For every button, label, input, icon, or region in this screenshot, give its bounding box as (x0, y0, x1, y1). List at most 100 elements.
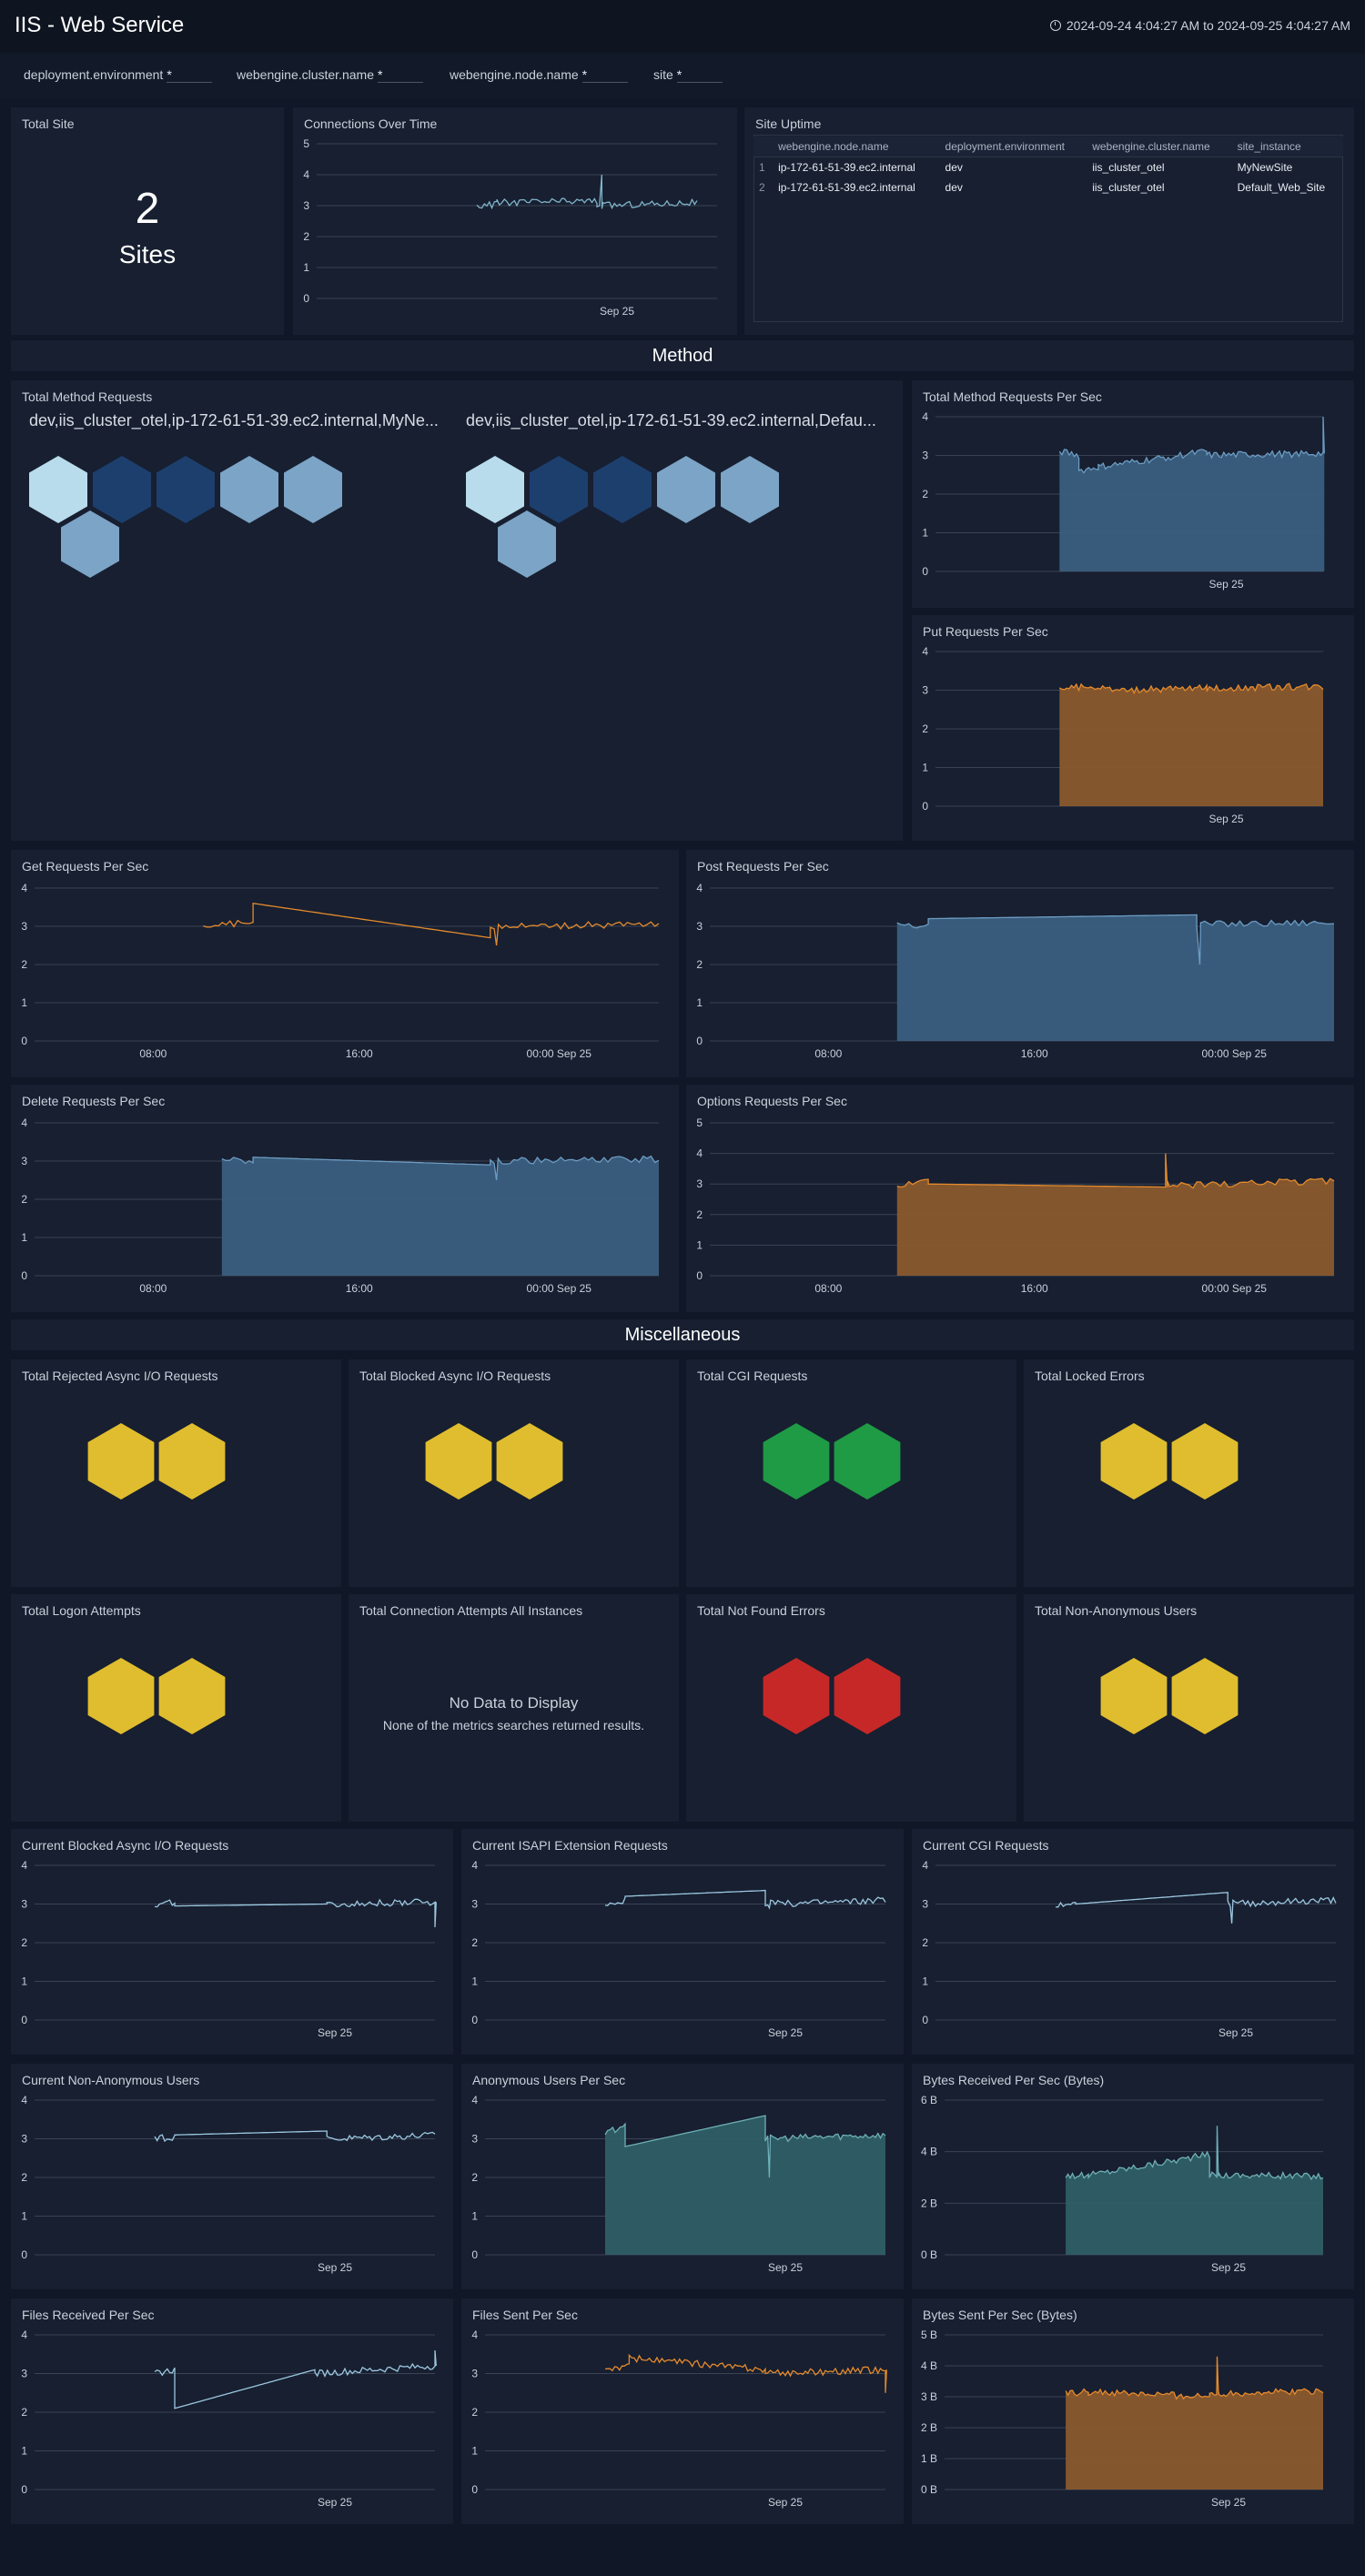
y-tick-label: 1 (21, 1231, 27, 1244)
series-line[interactable] (1059, 682, 1324, 695)
filter-site[interactable]: site * (653, 67, 723, 83)
table-row[interactable]: 2 ip-172-61-51-39.ec2.internal dev iis_c… (753, 177, 1343, 197)
filter-webengine-cluster-name[interactable]: webengine.cluster.name * (237, 67, 423, 83)
series-line[interactable] (1055, 1892, 1337, 1924)
column-header[interactable]: webengine.node.name (773, 136, 940, 157)
y-tick-label: 3 (21, 1155, 27, 1167)
y-tick-label: 0 (21, 2248, 27, 2261)
y-tick-label: 3 (21, 920, 27, 933)
honeycomb-cell[interactable] (157, 456, 215, 523)
column-header[interactable]: deployment.environment (939, 136, 1087, 157)
filter-value[interactable]: * (676, 67, 723, 83)
honeycomb-cell[interactable] (834, 1658, 901, 1734)
table-cell: ip-172-61-51-39.ec2.internal (778, 181, 915, 194)
honeycomb-cell[interactable] (763, 1423, 830, 1500)
series-line[interactable] (604, 1889, 886, 1910)
honeycomb-cell[interactable] (87, 1423, 155, 1500)
y-tick-label: 1 (21, 2210, 27, 2223)
honeycomb-cell[interactable] (657, 456, 715, 523)
panel-title: Total Connection Attempts All Instances (359, 1603, 583, 1618)
honeycomb-cell[interactable] (1171, 1658, 1239, 1734)
honeycomb-cell[interactable] (530, 456, 588, 523)
series-line[interactable] (1065, 2356, 1324, 2400)
method-honeycomb (29, 456, 779, 578)
series-area (1066, 2126, 1323, 2255)
y-tick-label: 3 (21, 2368, 27, 2380)
series-line[interactable] (1058, 416, 1325, 474)
series-line[interactable] (221, 1155, 660, 1181)
series-line[interactable] (896, 1153, 1335, 1189)
x-tick-label: Sep 25 (768, 2261, 803, 2274)
total-site-unit: Sites (118, 240, 177, 268)
time-range-picker[interactable]: 2024-09-24 4:04:27 AM to 2024-09-25 4:04… (1049, 18, 1350, 33)
honeycomb-cell[interactable] (61, 510, 119, 578)
series-line[interactable] (896, 914, 1335, 965)
honeycomb-cell[interactable] (220, 456, 278, 523)
honeycomb-cell[interactable] (158, 1658, 226, 1734)
honeycomb-cell[interactable] (498, 510, 556, 578)
x-tick-label: Sep 25 (768, 2496, 803, 2509)
column-header[interactable]: site_instance (1231, 136, 1343, 157)
y-tick-label: 2 (21, 2406, 27, 2419)
panel-title: Current CGI Requests (923, 1838, 1049, 1853)
series-line[interactable] (154, 2349, 437, 2409)
y-tick-label: 1 (471, 1975, 478, 1988)
x-tick-label: 08:00 (139, 1282, 167, 1295)
row-index: 1 (759, 161, 765, 174)
row-index: 2 (759, 181, 765, 194)
y-tick-label: 2 (21, 958, 27, 971)
filter-value[interactable]: * (167, 67, 213, 83)
filter-webengine-node-name[interactable]: webengine.node.name * (450, 67, 628, 83)
table-cell: dev (945, 161, 963, 174)
bytes-sent-panel: Bytes Sent Per Sec (Bytes) 0 B 1 B 2 B 3 B 4… (912, 2298, 1354, 2524)
honeycomb-cell[interactable] (834, 1423, 901, 1500)
clock-icon (1049, 20, 1061, 31)
connections-chart: 0 1 2 3 4 5 Sep 25 (303, 137, 717, 318)
honeycomb-cell[interactable] (93, 456, 151, 523)
series-area (896, 1153, 1334, 1276)
honeycomb-cell[interactable] (593, 456, 652, 523)
honeycomb-cell[interactable] (425, 1423, 492, 1500)
y-tick-label: 1 B (921, 2452, 937, 2465)
honeycomb-panel: Total Rejected Async I/O Requests (11, 1359, 341, 1587)
table-row[interactable]: 1 ip-172-61-51-39.ec2.internal dev iis_c… (753, 157, 1343, 178)
series-line[interactable] (154, 2130, 436, 2143)
honeycomb-cell[interactable] (466, 456, 524, 523)
series-line[interactable] (203, 903, 660, 946)
table-cell: ip-172-61-51-39.ec2.internal (778, 161, 915, 174)
honeycomb-cell[interactable] (284, 456, 342, 523)
filter-value[interactable]: * (581, 67, 628, 83)
series-line[interactable] (604, 2353, 887, 2393)
series-line[interactable] (1065, 2126, 1324, 2181)
files-sent-panel: Files Sent Per Sec 0 1 2 3 4 Sep 25 (461, 2298, 904, 2524)
honeycomb-cell[interactable] (1171, 1423, 1239, 1500)
x-tick-label: 00:00 Sep 25 (1202, 1047, 1268, 1060)
honeycomb-cell[interactable] (721, 456, 779, 523)
delete-per-sec-panel: Delete Requests Per Sec 0 1 2 3 4 08:00 16:00 0… (11, 1085, 679, 1312)
honeycomb (87, 1658, 226, 1734)
column-header[interactable]: webengine.cluster.name (1087, 136, 1232, 157)
honeycomb-cell[interactable] (1100, 1423, 1168, 1500)
panel-title: Put Requests Per Sec (923, 624, 1048, 639)
delete-per-sec-chart: 0 1 2 3 4 08:00 16:00 00:00 Sep 25 (21, 1116, 660, 1295)
honeycomb-cell[interactable] (158, 1423, 226, 1500)
panel-title: Current ISAPI Extension Requests (472, 1838, 668, 1853)
honeycomb-cell[interactable] (496, 1423, 563, 1500)
honeycomb-panel: Total Logon Attempts (11, 1594, 341, 1822)
x-tick-label: Sep 25 (318, 2496, 352, 2509)
series-line[interactable] (476, 174, 698, 210)
filter-value[interactable]: * (378, 67, 423, 83)
filter-label: site (653, 67, 673, 82)
honeycomb-cell[interactable] (87, 1658, 155, 1734)
connections-over-time-panel: Connections Over Time 0 1 2 3 4 5 Sep 25 (293, 107, 737, 335)
filter-deployment-environment[interactable]: deployment.environment * (24, 67, 213, 83)
honeycomb-cell[interactable] (763, 1658, 830, 1734)
y-tick-label: 4 B (921, 2359, 937, 2372)
honeycomb (1100, 1423, 1239, 1500)
series-line[interactable] (154, 1898, 437, 1928)
series-line[interactable] (604, 2115, 886, 2178)
y-tick-label: 0 (21, 1035, 27, 1047)
y-tick-label: 1 (21, 1975, 27, 1988)
honeycomb-cell[interactable] (1100, 1658, 1168, 1734)
honeycomb-cell[interactable] (29, 456, 87, 523)
